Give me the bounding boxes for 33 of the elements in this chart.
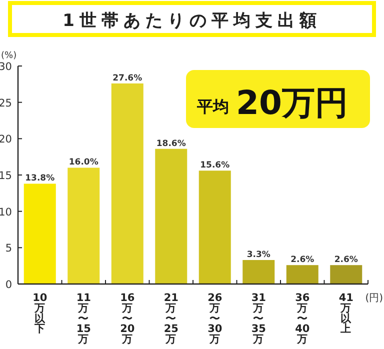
y-tick-label: 15 — [0, 170, 12, 182]
data-label: 16.0% — [68, 158, 99, 168]
x-tick-label: 41万以上 — [338, 292, 354, 336]
y-tick-label: 5 — [5, 242, 12, 255]
data-label: 13.8% — [25, 174, 56, 184]
x-tick-label: 26万〜30万 — [208, 292, 222, 346]
bar — [68, 168, 100, 284]
annotation: 20万円 — [236, 83, 348, 122]
x-tick-label: 36万〜40万 — [295, 292, 310, 346]
bar — [155, 148, 188, 284]
bar — [330, 265, 362, 284]
data-label: 15.6% — [200, 160, 230, 171]
y-tick-label: 0 — [5, 279, 12, 291]
data-label: 3.3% — [246, 250, 271, 260]
bar — [111, 83, 144, 284]
bar — [24, 184, 56, 284]
x-tick-label: 31万〜35万 — [251, 292, 266, 346]
annotation: 平均 — [196, 97, 229, 116]
x-tick-label: 16万〜20万 — [120, 292, 135, 346]
bar — [286, 265, 318, 284]
data-label: 2.6% — [290, 255, 315, 266]
bar — [242, 260, 275, 284]
data-label: 2.6% — [334, 255, 358, 266]
data-label: 18.6% — [156, 138, 186, 149]
x-tick-label: 10万以下 — [32, 292, 48, 336]
data-label: 27.6% — [112, 73, 143, 84]
y-tick-label: 10 — [0, 206, 12, 218]
x-tick-label: 11万〜15万 — [76, 292, 91, 346]
x-axis-title: (円) — [365, 293, 384, 304]
chart-title: 1世帯あたりの平均支出額 — [62, 11, 322, 31]
x-tick-label: 21万〜25万 — [164, 292, 178, 346]
y-axis-title: (%) — [1, 51, 17, 61]
bar — [198, 170, 231, 284]
